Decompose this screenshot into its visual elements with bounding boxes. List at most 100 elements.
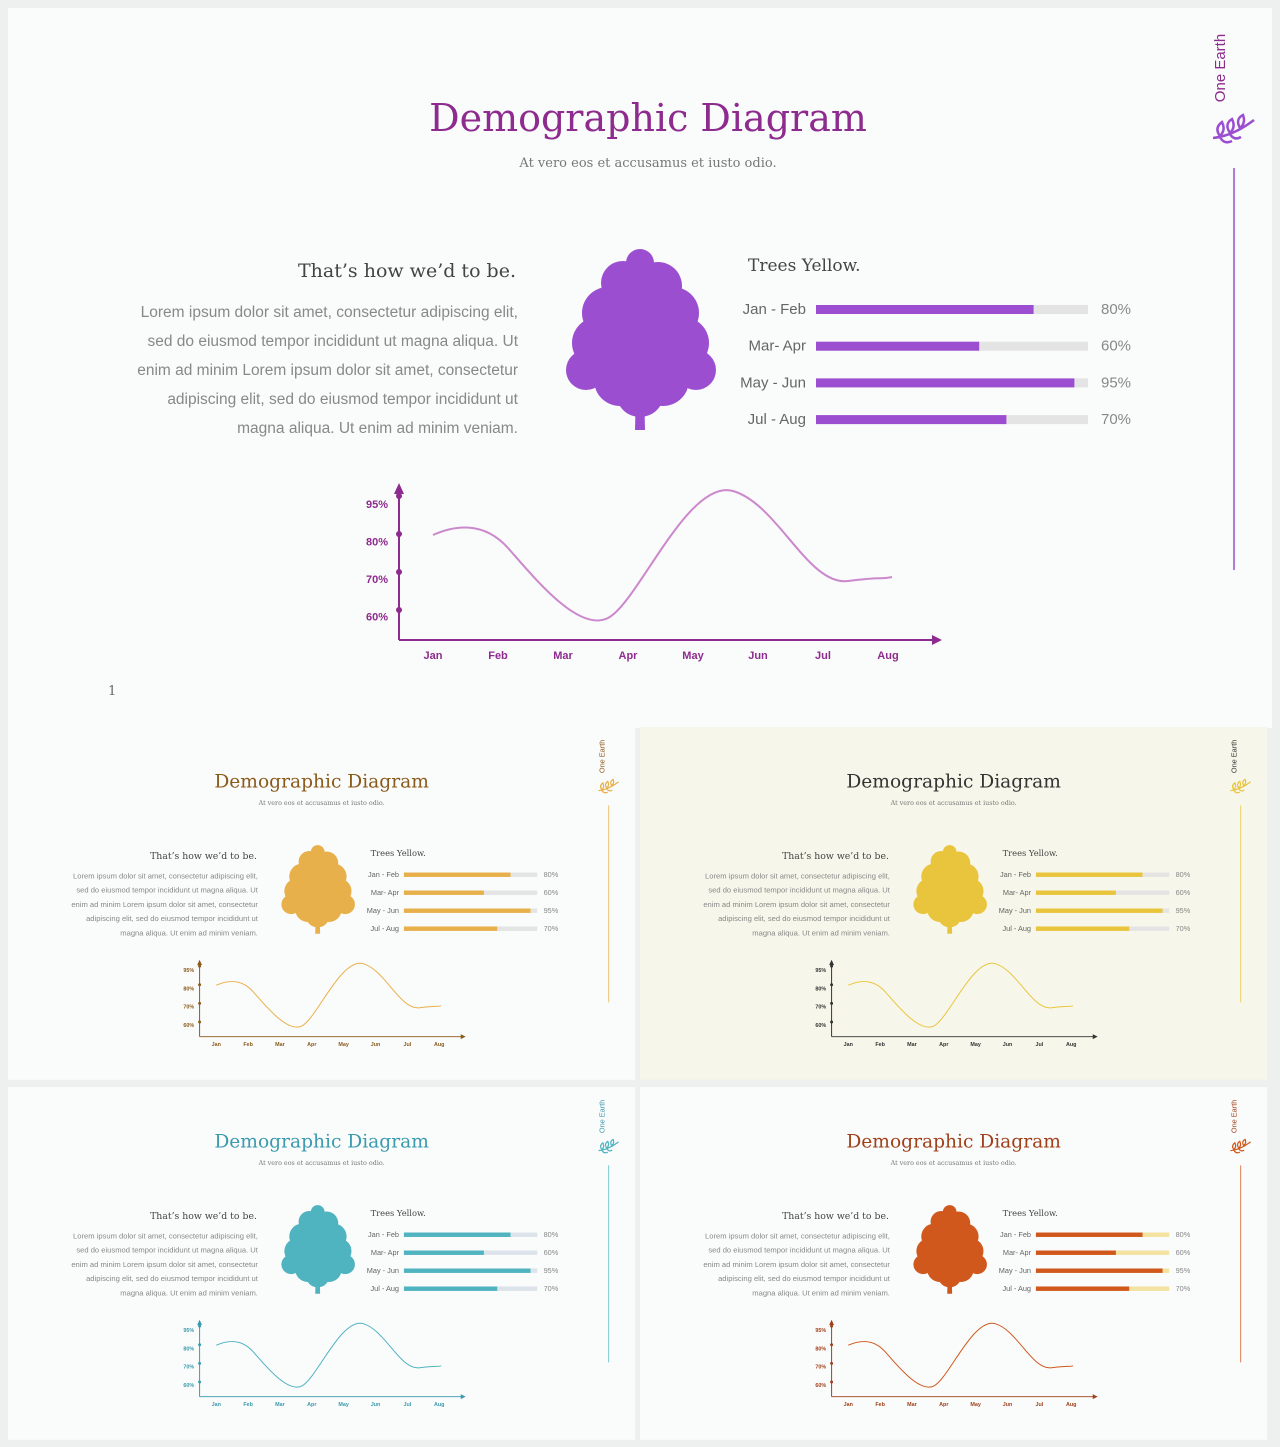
tree-trunk — [315, 913, 321, 934]
y-tick-dot — [198, 1324, 202, 1328]
bar-value-label: 60% — [1176, 1248, 1191, 1257]
x-arrow — [932, 635, 942, 645]
y-tick-dot — [830, 983, 834, 987]
y-tick-label: 95% — [815, 1328, 826, 1334]
tree-trunk — [947, 913, 953, 934]
x-tick-label: May — [338, 1402, 348, 1408]
x-tick-label: Mar — [907, 1042, 917, 1048]
x-tick-label: May — [970, 1042, 980, 1048]
bar-value-label: 70% — [1176, 1284, 1191, 1293]
slide-graphics: One Earth Jan - Feb 80% Mar- Apr 60% May - Ju… — [183, 740, 619, 1048]
x-arrow — [1092, 1394, 1098, 1400]
x-arrow — [1092, 1034, 1098, 1040]
tree-trunk — [947, 1273, 953, 1294]
bar-label: Mar- Apr — [1003, 1248, 1032, 1257]
bars-title: Trees Yellow. — [370, 848, 426, 859]
bar — [1035, 1250, 1116, 1255]
y-tick-label: 70% — [815, 1005, 826, 1011]
x-tick-label: Aug — [877, 650, 898, 662]
y-tick-label: 70% — [183, 1005, 194, 1011]
bar — [1035, 872, 1143, 877]
leaf-icon — [1230, 1138, 1251, 1154]
page-number: 1 — [108, 684, 117, 699]
y-tick-dot — [396, 569, 402, 575]
body-text: Lorem ipsum dolor sit amet, consectetur … — [71, 1232, 258, 1298]
x-tick-label: Mar — [275, 1402, 285, 1408]
slide: One Earth Jan - Feb 80% Mar- Apr 60% May - Ju… — [8, 1087, 636, 1440]
slide-title: Demographic Diagram — [214, 1130, 429, 1152]
y-arrow — [829, 959, 835, 966]
slide-subtitle: At vero eos et accusamus et iusto odio. — [519, 156, 777, 171]
y-tick-label: 95% — [366, 499, 388, 511]
x-tick-label: Jan — [212, 1402, 221, 1408]
bar-label: Jan - Feb — [1000, 870, 1031, 879]
bar-label: Mar- Apr — [371, 1248, 400, 1257]
slide-graphics: One Earth Jan - Feb 80% Mar- Apr 60% May - Ju… — [183, 1100, 619, 1408]
section-heading: That’s how we’d to be. — [298, 260, 516, 282]
y-tick-label: 60% — [183, 1383, 194, 1389]
bar — [403, 890, 484, 895]
bar-value-label: 60% — [1101, 338, 1131, 355]
x-tick-label: Mar — [275, 1042, 285, 1048]
slide-title: Demographic Diagram — [429, 96, 867, 140]
x-tick-label: Jul — [1035, 1042, 1043, 1048]
slide-subtitle: At vero eos et accusamus et iusto odio. — [258, 1159, 385, 1167]
y-tick-label: 60% — [183, 1023, 194, 1029]
leaf-icon — [598, 1138, 619, 1154]
x-tick-label: Apr — [307, 1042, 317, 1048]
bar-value-label: 60% — [544, 1248, 559, 1257]
section-heading: That’s how we’d to be. — [150, 850, 257, 862]
bar — [403, 926, 498, 931]
x-tick-label: Jan — [844, 1042, 853, 1048]
curve — [216, 1323, 442, 1388]
bar-value-label: 95% — [1101, 374, 1131, 391]
bar-value-label: 80% — [544, 1230, 559, 1239]
bar-value-label: 95% — [544, 906, 559, 915]
bar-value-label: 80% — [1176, 870, 1191, 879]
y-tick-label: 60% — [815, 1383, 826, 1389]
x-tick-label: Jun — [1003, 1402, 1013, 1408]
x-tick-label: Jul — [403, 1042, 411, 1048]
bar — [816, 378, 1075, 388]
x-tick-label: Jan — [212, 1042, 221, 1048]
bar — [816, 305, 1034, 314]
x-tick-label: Jul — [403, 1402, 411, 1408]
y-tick-label: 95% — [815, 968, 826, 974]
curve — [216, 963, 442, 1028]
y-tick-dot — [396, 493, 402, 499]
bar — [1035, 1268, 1163, 1273]
x-tick-label: Feb — [875, 1042, 885, 1048]
x-tick-label: Jun — [371, 1042, 381, 1048]
slide: One Earth Jan - Feb 80% Mar- Apr 60% May - Ju… — [640, 727, 1268, 1080]
x-tick-label: Apr — [307, 1402, 317, 1408]
bar-label: May - Jun — [740, 374, 806, 391]
slide-subtitle: At vero eos et accusamus et iusto odio. — [890, 1159, 1017, 1167]
y-tick-dot — [396, 607, 402, 613]
y-tick-dot — [198, 983, 202, 987]
bar-value-label: 70% — [544, 924, 559, 933]
tree-trunk — [635, 388, 645, 430]
bar-value-label: 80% — [1176, 1230, 1191, 1239]
y-tick-label: 60% — [366, 611, 388, 623]
slide: One Earth Jan - Feb 80% Mar- Apr 60% May - Ju… — [8, 727, 636, 1080]
bar-value-label: 60% — [1176, 888, 1191, 897]
bar — [403, 1268, 531, 1273]
curve — [848, 1323, 1074, 1388]
y-tick-label: 70% — [815, 1365, 826, 1371]
bar-value-label: 95% — [544, 1266, 559, 1275]
x-tick-label: Jul — [815, 650, 831, 662]
bar — [403, 1232, 511, 1237]
y-tick-dot — [830, 964, 834, 968]
y-tick-label: 70% — [366, 574, 388, 586]
leaf-icon — [1212, 113, 1255, 144]
x-tick-label: Aug — [1066, 1042, 1076, 1048]
bars-title: Trees Yellow. — [1002, 1208, 1058, 1219]
slide-subtitle: At vero eos et accusamus et iusto odio. — [890, 799, 1017, 807]
bar-label: May - Jun — [999, 906, 1031, 915]
y-tick-dot — [830, 1324, 834, 1328]
bar-value-label: 70% — [1176, 924, 1191, 933]
slide-graphics: One Earth Jan - Feb 80% Mar- Apr 60% May - Ju… — [815, 740, 1251, 1048]
bar — [403, 1286, 498, 1291]
x-tick-label: Feb — [875, 1402, 885, 1408]
x-tick-label: Feb — [243, 1402, 253, 1408]
